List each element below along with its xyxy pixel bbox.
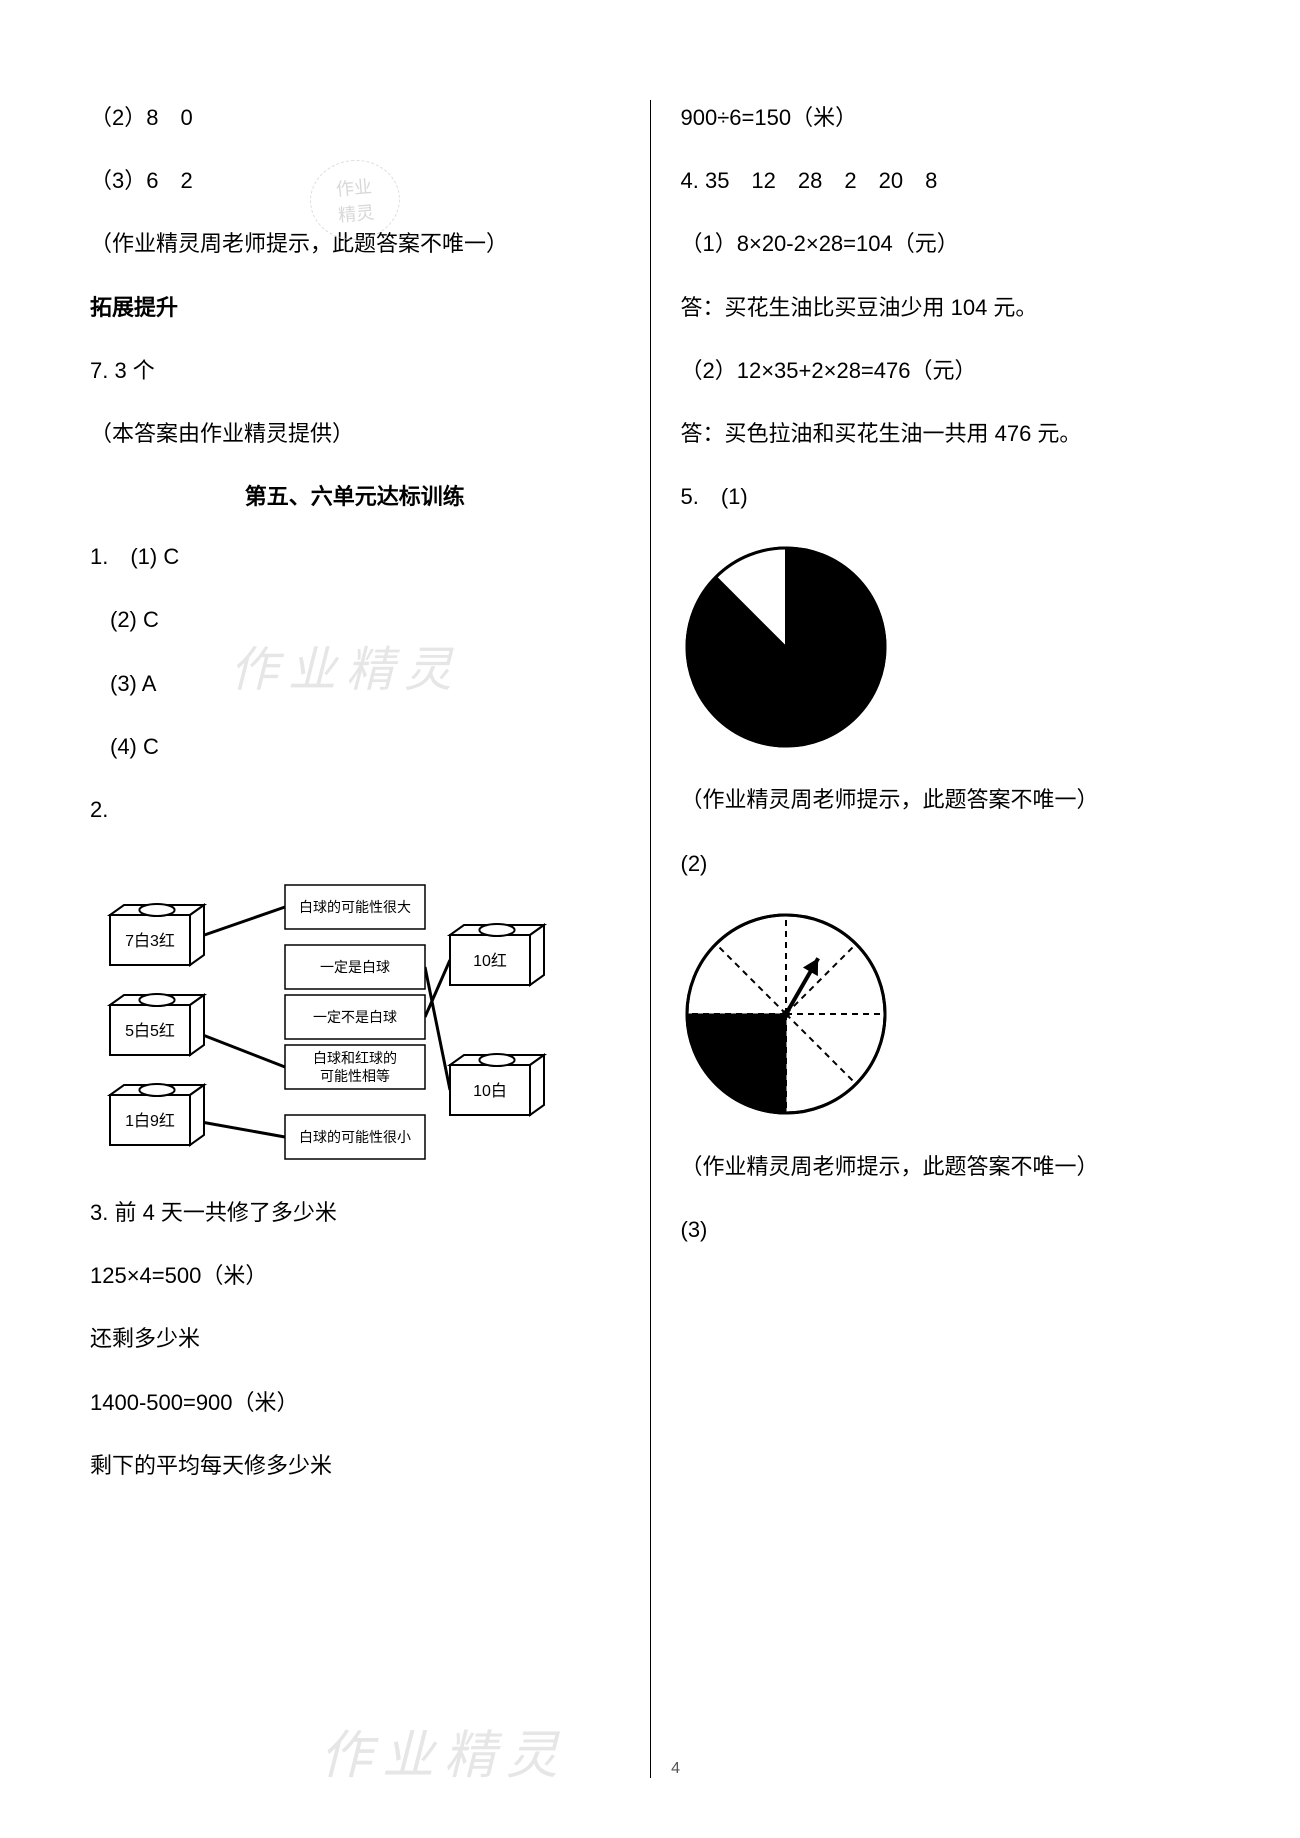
svg-text:10红: 10红 [473, 952, 507, 970]
svg-text:5白5红: 5白5红 [125, 1022, 175, 1040]
svg-text:白球和红球的: 白球和红球的 [313, 1050, 397, 1066]
left-column: （2）8 0 （3）6 2 （作业精灵周老师提示，此题答案不唯一） 拓展提升 7… [70, 100, 651, 1778]
answer-line: 2. [90, 792, 620, 827]
hint-line: （作业精灵周老师提示，此题答案不唯一） [681, 1149, 1211, 1184]
right-column: 900÷6=150（米） 4. 35 12 28 2 20 8 （1）8×20-… [651, 100, 1231, 1778]
answer-line: (3) A [90, 666, 620, 701]
matching-diagram-svg: 7白3红 5白5红 1白9红 10红 10白 白球的可能性很大一定是白球一定不是白球白球和… [90, 855, 550, 1165]
page: 作业 精灵 作业精灵 作业精灵 （2）8 0 （3）6 2 （作业精灵周老师提示… [0, 0, 1300, 1838]
answer-line: 答：买花生油比买豆油少用 104 元。 [681, 290, 1211, 325]
answer-line: （1）8×20-2×28=104（元） [681, 226, 1211, 261]
svg-text:一定是白球: 一定是白球 [320, 959, 390, 975]
answer-line: (2) [681, 846, 1211, 881]
answer-line: 5. (1) [681, 479, 1211, 514]
unit-title: 第五、六单元达标训练 [90, 479, 620, 511]
answer-line: 剩下的平均每天修多少米 [90, 1448, 620, 1483]
pie-chart-1 [681, 542, 1211, 752]
hint-line: （作业精灵周老师提示，此题答案不唯一） [90, 226, 620, 261]
answer-line: 1400-500=900（米） [90, 1385, 620, 1420]
answer-line: 1. (1) C [90, 539, 620, 574]
svg-text:白球的可能性很大: 白球的可能性很大 [299, 899, 411, 915]
answer-line: (2) C [90, 602, 620, 637]
answer-line: (4) C [90, 729, 620, 764]
answer-line: （3）6 2 [90, 163, 620, 198]
svg-text:一定不是白球: 一定不是白球 [313, 1009, 397, 1025]
svg-text:白球的可能性很小: 白球的可能性很小 [299, 1129, 411, 1145]
matching-diagram: 7白3红 5白5红 1白9红 10红 10白 白球的可能性很大一定是白球一定不是白球白球和… [90, 855, 620, 1165]
svg-text:10白: 10白 [473, 1082, 507, 1100]
answer-line: 3. 前 4 天一共修了多少米 [90, 1195, 620, 1230]
answer-line: （2）8 0 [90, 100, 620, 135]
answer-line: 4. 35 12 28 2 20 8 [681, 163, 1211, 198]
answer-line: 答：买色拉油和买花生油一共用 476 元。 [681, 416, 1211, 451]
page-number: 4 [671, 1760, 680, 1778]
hint-line: （作业精灵周老师提示，此题答案不唯一） [681, 782, 1211, 817]
answer-line: 125×4=500（米） [90, 1258, 620, 1293]
pie-chart-2 [681, 909, 1211, 1119]
svg-text:可能性相等: 可能性相等 [320, 1068, 390, 1084]
svg-text:7白3红: 7白3红 [125, 932, 175, 950]
answer-line: (3) [681, 1212, 1211, 1247]
svg-text:1白9红: 1白9红 [125, 1112, 175, 1130]
answer-line: 900÷6=150（米） [681, 100, 1211, 135]
answer-line: 7. 3 个 [90, 353, 620, 388]
answer-line: （2）12×35+2×28=476（元） [681, 353, 1211, 388]
pie-chart-svg [681, 542, 891, 752]
answer-line: 还剩多少米 [90, 1321, 620, 1356]
section-heading: 拓展提升 [90, 290, 620, 325]
hint-line: （本答案由作业精灵提供） [90, 416, 620, 451]
pie-chart-svg [681, 909, 891, 1119]
